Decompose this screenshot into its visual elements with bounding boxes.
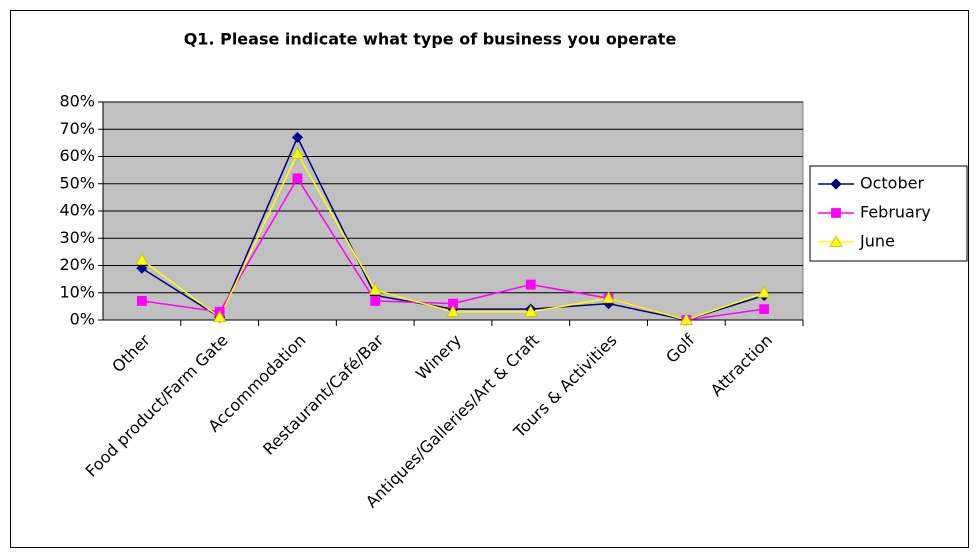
marker: [829, 235, 843, 247]
legend-label: June: [859, 232, 895, 251]
legend-label: February: [860, 203, 931, 222]
marker: [448, 298, 458, 309]
y-tick-label: 10%: [59, 282, 95, 301]
marker: [679, 313, 694, 325]
y-tick-label: 50%: [59, 173, 95, 192]
y-tick-label: 60%: [59, 146, 95, 165]
marker: [525, 279, 536, 290]
marker: [524, 305, 538, 317]
y-tick-label: 80%: [59, 92, 95, 111]
marker: [601, 291, 616, 304]
marker: [757, 285, 771, 298]
marker: [759, 304, 770, 315]
marker: [370, 296, 381, 306]
marker: [446, 305, 460, 317]
marker: [290, 146, 305, 159]
marker: [212, 310, 227, 323]
marker: [135, 253, 149, 265]
marker: [292, 173, 303, 184]
y-tick-label: 40%: [59, 201, 95, 220]
marker: [368, 283, 382, 295]
marker: [830, 178, 842, 190]
y-tick-label: 0%: [70, 310, 95, 329]
marker: [831, 208, 841, 218]
marker: [136, 262, 148, 274]
y-tick-label: 70%: [59, 119, 95, 138]
marker: [136, 296, 147, 306]
y-tick-label: 20%: [59, 255, 95, 274]
y-tick-label: 30%: [59, 228, 95, 247]
legend-label: October: [860, 174, 924, 193]
marker: [291, 131, 304, 143]
chart-title: Q1. Please indicate what type of busines…: [184, 30, 677, 49]
